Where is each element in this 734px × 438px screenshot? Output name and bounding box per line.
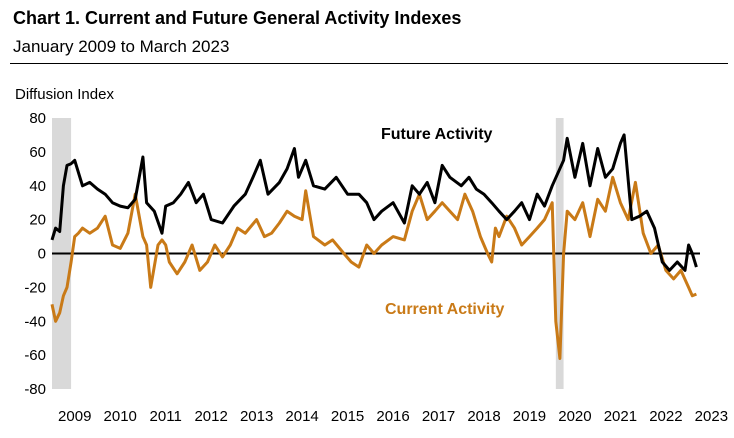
future-activity-annotation: Future Activity xyxy=(381,126,493,143)
y-tick-label: -80 xyxy=(24,381,46,398)
y-tick-label: 60 xyxy=(29,144,46,161)
series-lines xyxy=(50,133,698,360)
x-tick-label: 2015 xyxy=(331,408,364,425)
series-annotations: Future Activity Current Activity xyxy=(381,126,505,318)
y-tick-label: -20 xyxy=(24,279,46,296)
x-tick-label: 2016 xyxy=(376,408,409,425)
x-tick-label: 2023 xyxy=(695,408,728,425)
title-divider xyxy=(10,63,728,64)
x-tick-label: 2020 xyxy=(558,408,591,425)
y-axis-ticks: -80 -60 -40 -20 0 20 40 60 80 xyxy=(24,110,46,398)
y-tick-label: -60 xyxy=(24,347,46,364)
y-tick-label: 40 xyxy=(29,178,46,195)
chart-subtitle: January 2009 to March 2023 xyxy=(13,37,230,56)
x-tick-label: 2013 xyxy=(240,408,273,425)
x-axis-ticks: 2009 2010 2011 2012 2013 2014 2015 2016 2017 2018… xyxy=(58,408,728,425)
future-activity-line xyxy=(50,133,698,272)
y-axis-label: Diffusion Index xyxy=(15,86,114,103)
current-activity-line xyxy=(50,175,697,360)
x-tick-label: 2010 xyxy=(104,408,137,425)
y-tick-label: 0 xyxy=(38,246,46,263)
y-tick-label: 20 xyxy=(29,212,46,229)
x-tick-label: 2017 xyxy=(422,408,455,425)
y-tick-label: -40 xyxy=(24,313,46,330)
x-tick-label: 2009 xyxy=(58,408,91,425)
x-tick-label: 2012 xyxy=(194,408,227,425)
y-tick-label: 80 xyxy=(29,110,46,127)
x-tick-label: 2014 xyxy=(285,408,318,425)
x-tick-label: 2022 xyxy=(649,408,682,425)
chart-title: Chart 1. Current and Future General Acti… xyxy=(13,8,462,28)
x-tick-label: 2018 xyxy=(467,408,500,425)
x-tick-label: 2021 xyxy=(604,408,637,425)
x-tick-label: 2019 xyxy=(513,408,546,425)
current-activity-annotation: Current Activity xyxy=(385,301,505,318)
x-tick-label: 2011 xyxy=(150,408,182,425)
